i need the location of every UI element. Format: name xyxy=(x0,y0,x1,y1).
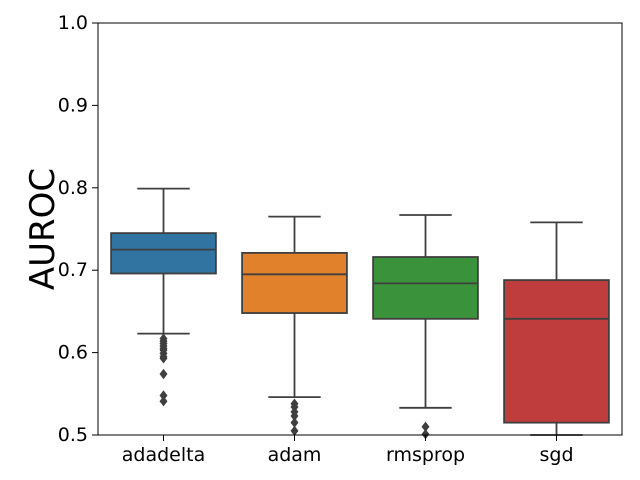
iqr-box xyxy=(241,251,348,314)
outlier-point xyxy=(159,396,168,407)
y-tick-label: 0.9 xyxy=(58,94,88,116)
box-group-adam xyxy=(241,215,348,437)
y-axis: 0.5 0.6 0.7 0.8 0.9 1.0 xyxy=(58,12,98,446)
x-tick-label: rmsprop xyxy=(386,444,465,466)
iqr-box xyxy=(503,279,610,424)
outlier-point xyxy=(290,425,299,437)
iqr-box xyxy=(110,232,217,275)
box-group-adadelta xyxy=(110,187,217,407)
y-tick-label: 0.6 xyxy=(58,342,88,364)
y-axis-label: AUROC xyxy=(23,168,63,290)
boxes-layer xyxy=(110,187,610,440)
x-axis: adadelta adam rmsprop sgd xyxy=(122,435,574,466)
y-tick-label: 0.5 xyxy=(58,424,88,446)
x-tick-label: adadelta xyxy=(122,444,205,466)
box-group-sgd xyxy=(503,221,610,436)
box-group-rmsprop xyxy=(372,214,479,440)
x-tick-label: adam xyxy=(268,444,322,466)
x-tick-label: sgd xyxy=(539,444,573,466)
y-tick-label: 0.8 xyxy=(58,177,88,199)
outlier-point xyxy=(159,353,168,364)
plot-frame xyxy=(97,22,623,436)
outlier-point xyxy=(159,368,168,380)
iqr-box xyxy=(372,256,479,320)
y-tick-label: 1.0 xyxy=(58,12,88,34)
y-tick-label: 0.7 xyxy=(58,259,88,281)
